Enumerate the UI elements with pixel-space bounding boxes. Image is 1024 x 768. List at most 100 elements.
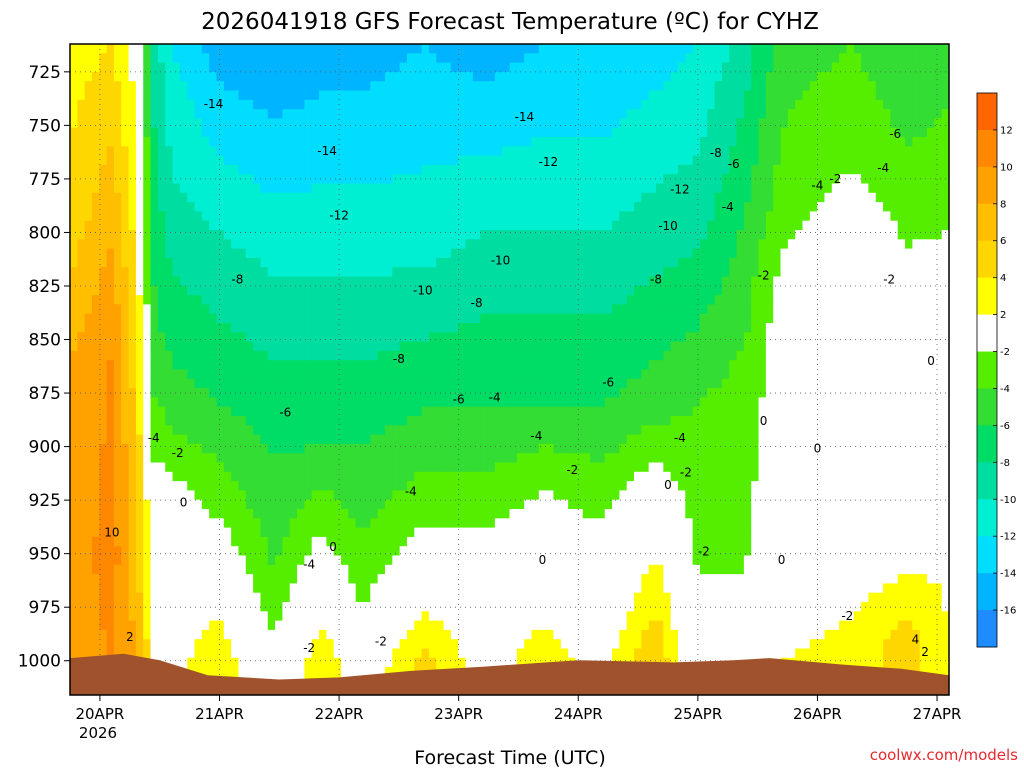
field-cell bbox=[179, 44, 188, 54]
field-cell bbox=[399, 332, 408, 343]
field-cell bbox=[414, 639, 423, 650]
field-cell bbox=[575, 155, 584, 166]
field-cell bbox=[399, 127, 408, 138]
field-cell bbox=[399, 285, 408, 296]
field-cell bbox=[157, 629, 166, 640]
field-cell bbox=[209, 397, 218, 408]
field-cell bbox=[465, 416, 474, 426]
field-cell bbox=[553, 620, 562, 631]
field-cell bbox=[231, 667, 240, 677]
field-cell bbox=[502, 434, 511, 445]
field-cell bbox=[113, 499, 122, 510]
field-cell bbox=[370, 397, 379, 408]
field-cell bbox=[150, 425, 159, 436]
field-cell bbox=[253, 546, 262, 557]
field-cell bbox=[99, 192, 108, 203]
field-cell bbox=[70, 248, 78, 259]
field-cell bbox=[509, 397, 518, 408]
field-cell bbox=[355, 462, 364, 473]
field-cell bbox=[275, 453, 284, 464]
field-cell bbox=[135, 443, 144, 454]
field-cell bbox=[84, 425, 93, 436]
field-cell bbox=[406, 620, 415, 631]
field-cell bbox=[568, 53, 577, 64]
field-cell bbox=[209, 611, 218, 622]
field-cell bbox=[77, 564, 86, 575]
field-cell bbox=[568, 341, 577, 352]
field-cell bbox=[179, 499, 188, 510]
field-cell bbox=[135, 369, 144, 380]
field-cell bbox=[465, 425, 474, 436]
field-cell bbox=[231, 257, 240, 268]
field-cell bbox=[231, 248, 240, 259]
field-cell bbox=[538, 629, 547, 640]
field-cell bbox=[414, 611, 423, 622]
field-cell bbox=[179, 620, 188, 631]
field-cell bbox=[421, 239, 430, 250]
field-cell bbox=[77, 267, 86, 278]
field-cell bbox=[472, 453, 481, 464]
field-cell bbox=[421, 657, 430, 668]
field-cell bbox=[538, 648, 547, 659]
field-cell bbox=[172, 406, 181, 417]
field-cell bbox=[245, 118, 254, 129]
field-cell bbox=[179, 304, 188, 315]
field-cell bbox=[297, 211, 305, 222]
field-cell bbox=[275, 518, 284, 529]
field-cell bbox=[406, 360, 415, 371]
field-cell bbox=[275, 313, 284, 324]
field-cell bbox=[582, 118, 591, 129]
field-cell bbox=[370, 443, 379, 454]
field-cell bbox=[384, 248, 393, 259]
field-cell bbox=[106, 118, 115, 129]
field-cell bbox=[348, 499, 357, 510]
field-cell bbox=[77, 164, 86, 175]
field-cell bbox=[275, 546, 284, 557]
field-cell bbox=[428, 313, 437, 324]
field-cell bbox=[77, 397, 86, 408]
field-cell bbox=[582, 99, 591, 110]
field-cell bbox=[128, 555, 137, 566]
field-cell bbox=[370, 602, 379, 612]
field-cell bbox=[384, 462, 393, 473]
field-cell bbox=[538, 620, 547, 631]
field-cell bbox=[377, 602, 386, 612]
field-cell bbox=[84, 313, 93, 324]
field-cell bbox=[216, 90, 225, 101]
field-cell bbox=[319, 71, 327, 82]
field-cell bbox=[165, 583, 174, 594]
field-cell bbox=[135, 360, 144, 371]
field-cell bbox=[341, 546, 349, 557]
field-cell bbox=[260, 611, 269, 622]
field-cell bbox=[91, 397, 100, 408]
field-cell bbox=[194, 499, 203, 510]
field-cell bbox=[113, 295, 122, 305]
field-cell bbox=[209, 202, 218, 212]
field-cell bbox=[143, 62, 152, 73]
field-cell bbox=[326, 397, 335, 408]
field-cell bbox=[150, 434, 159, 445]
field-cell bbox=[546, 99, 555, 110]
field-cell bbox=[209, 146, 218, 157]
field-cell bbox=[399, 536, 408, 547]
field-cell bbox=[150, 592, 159, 603]
field-cell bbox=[223, 81, 232, 92]
field-cell bbox=[253, 518, 262, 529]
field-cell bbox=[472, 388, 481, 398]
field-cell bbox=[450, 127, 459, 138]
field-cell bbox=[560, 109, 569, 119]
field-cell bbox=[575, 434, 584, 445]
field-cell bbox=[179, 202, 188, 212]
field-cell bbox=[223, 574, 232, 584]
field-cell bbox=[472, 425, 481, 436]
field-cell bbox=[113, 378, 122, 389]
field-cell bbox=[304, 220, 313, 231]
field-cell bbox=[245, 611, 254, 622]
field-cell bbox=[421, 611, 430, 622]
field-cell bbox=[502, 611, 511, 622]
field-cell bbox=[333, 62, 342, 73]
field-cell bbox=[333, 667, 342, 677]
field-cell bbox=[436, 611, 445, 622]
field-cell bbox=[319, 137, 327, 147]
field-cell bbox=[143, 109, 152, 119]
